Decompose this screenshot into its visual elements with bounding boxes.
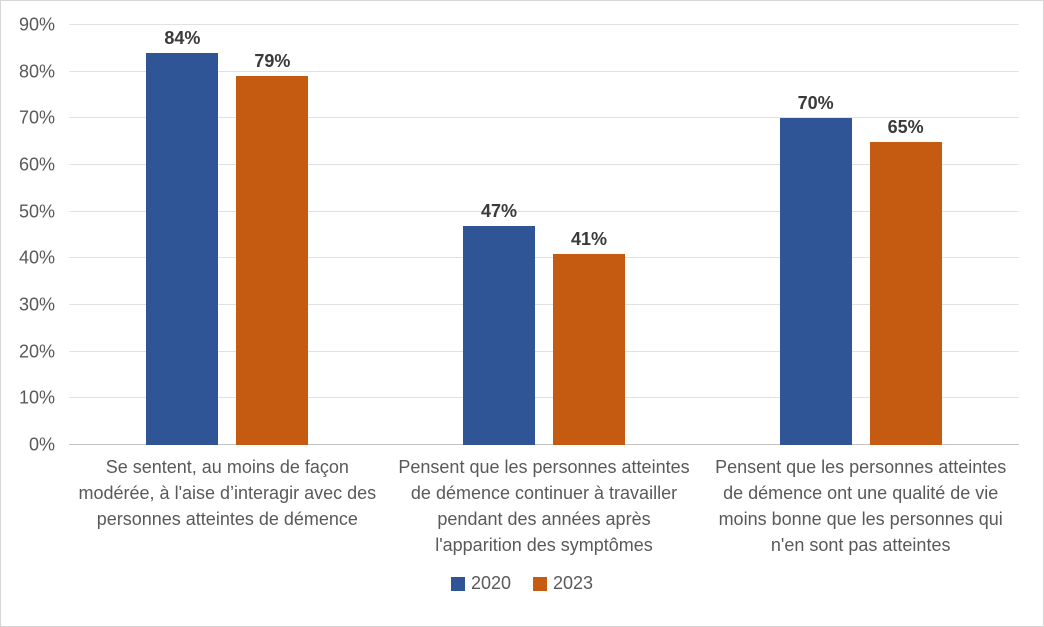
bar-group: 84% 79% [146,25,309,445]
gridline [69,24,1019,25]
bar-slot: 79% [236,25,309,445]
legend-item-2020: 2020 [450,573,511,594]
y-tick-label: 10% [18,387,55,408]
category-label: Pensent que les personnes atteintes de d… [398,457,690,555]
bar-data-label: 47% [480,200,518,221]
y-tick-label: 50% [18,201,55,222]
legend: 2020 2023 [1,573,1043,594]
gridline [69,257,1019,259]
category-label-cell: Pensent que les personnes atteintes de d… [386,454,703,558]
bar-group: 70% 65% [779,25,942,445]
bar-slot: 41% [553,25,625,445]
bar-slot: 47% [463,25,535,445]
category-label: Se sentent, au moins de façon modérée, à… [78,457,377,529]
y-tick-label: 30% [18,294,55,315]
gridline [69,397,1019,399]
bar-slot: 65% [869,25,942,445]
bar-2020 [146,53,219,445]
category-label-cell: Se sentent, au moins de façon modérée, à… [69,454,386,558]
gridline [69,70,1019,72]
legend-item-2023: 2023 [533,573,593,594]
bar-data-label: 65% [887,116,924,137]
bar-data-label: 70% [797,93,834,114]
category-label: Pensent que les personnes atteintes de d… [715,457,1007,555]
legend-swatch-icon [450,576,465,591]
bar-data-label: 84% [164,28,201,48]
bar-2020 [779,118,852,445]
y-tick-label: 60% [18,154,55,175]
bar-2023 [553,253,625,445]
bar-2023 [869,141,942,445]
x-axis-line [69,444,1019,445]
gridline [69,210,1019,212]
legend-swatch-icon [533,576,547,591]
bar-2020 [463,225,535,445]
legend-label: 2020 [470,573,511,593]
legend-label: 2023 [553,573,594,593]
gridline [69,164,1019,166]
bar-slot: 70% [779,25,852,445]
plot-area: 84% 79% 47% 41% 70% 65% [69,24,1019,445]
y-tick-label: 70% [18,107,55,128]
bar-2023 [236,76,309,445]
gridline [69,304,1019,306]
bar-group: 47% 41% [463,25,625,445]
gridline [69,350,1019,352]
bar-data-label: 41% [570,228,608,249]
y-tick-label: 90% [18,14,55,35]
y-tick-label: 0% [28,434,55,455]
x-axis-category-labels: Se sentent, au moins de façon modérée, à… [69,454,1019,558]
y-tick-label: 40% [18,247,55,268]
category-label-cell: Pensent que les personnes atteintes de d… [702,454,1019,558]
y-tick-label: 80% [18,61,55,82]
bar-data-label: 79% [254,51,291,72]
bar-slot: 84% [146,25,219,445]
y-axis: 0% 10% 20% 30% 40% 50% 60% 70% 80% 90% [1,15,55,455]
y-tick-label: 20% [18,341,55,362]
gridline [69,117,1019,119]
